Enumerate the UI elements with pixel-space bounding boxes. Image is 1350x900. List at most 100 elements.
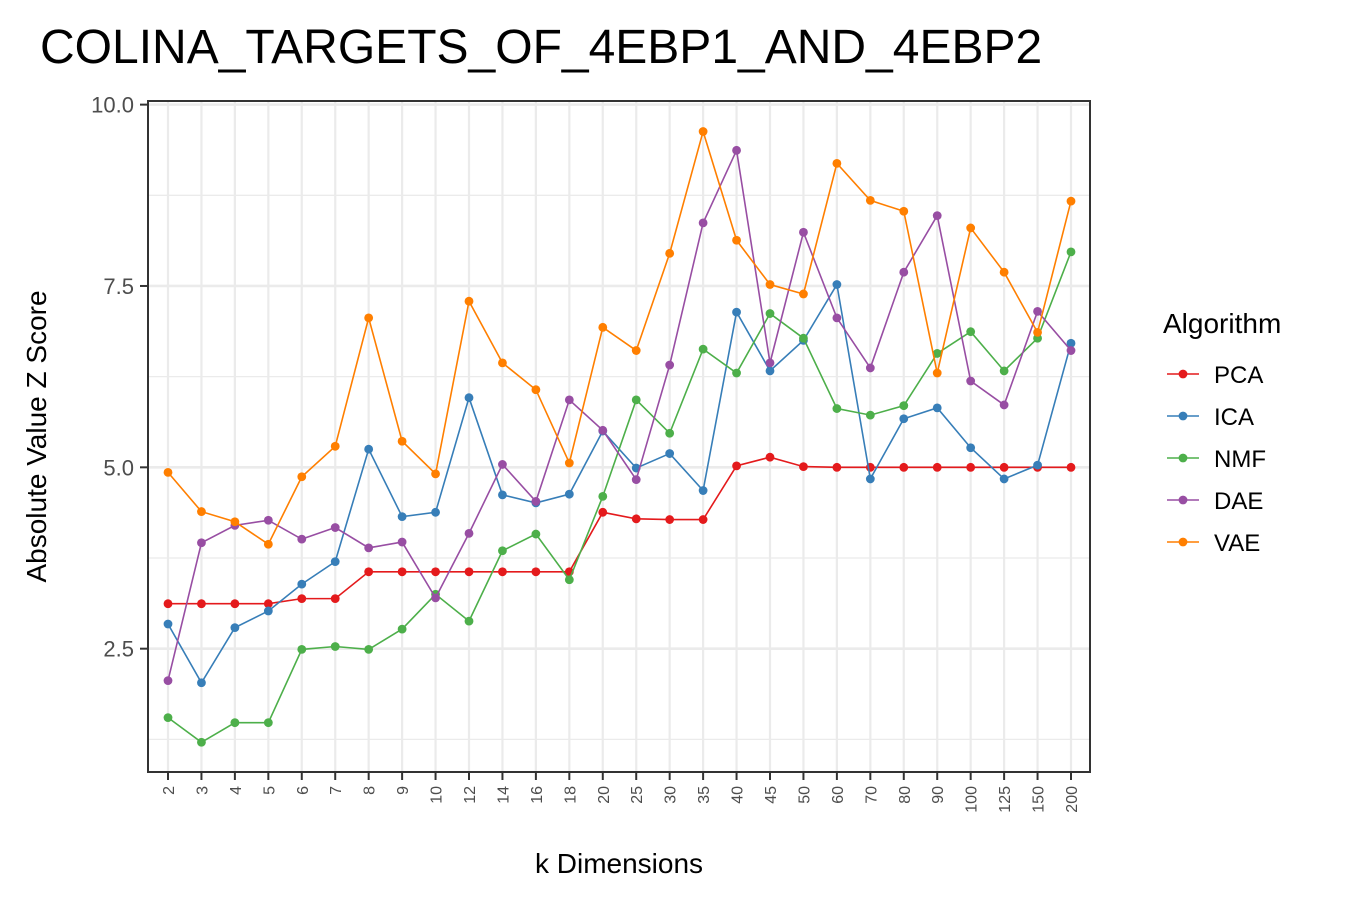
data-point: [297, 594, 307, 604]
series-nmf: [163, 247, 1076, 747]
grid: [148, 101, 1090, 772]
series-line-dae: [167, 147, 1072, 681]
x-tick-label: 45: [763, 786, 780, 804]
data-point: [832, 158, 842, 168]
chart-title: COLINA_TARGETS_OF_4EBP1_AND_4EBP2: [40, 21, 1042, 74]
x-tick-label: 7: [328, 786, 345, 795]
data-point: [799, 227, 808, 237]
x-tick-label: 50: [796, 786, 813, 804]
x-tick-label: 25: [629, 786, 646, 804]
data-point: [832, 280, 842, 289]
data-point: [865, 195, 875, 205]
data-point: [163, 468, 173, 477]
legend-key-point: [1178, 369, 1188, 379]
legend: Algorithm PCA ICA NMF DAE VAE: [1163, 308, 1281, 557]
x-tick-label: 60: [830, 786, 847, 804]
data-point: [932, 211, 942, 221]
data-point: [665, 360, 675, 370]
data-point: [698, 218, 708, 228]
legend-key-point: [1178, 537, 1188, 547]
data-point: [431, 567, 440, 577]
legend-key-point: [1178, 411, 1188, 421]
data-point: [832, 404, 842, 413]
data-point: [230, 599, 240, 609]
data-point: [732, 307, 741, 317]
data-point: [330, 523, 340, 532]
data-point: [397, 624, 407, 634]
data-point: [464, 393, 474, 403]
data-point: [932, 403, 942, 413]
data-point: [464, 528, 474, 538]
data-point: [330, 441, 340, 451]
legend-label: ICA: [1214, 404, 1254, 431]
data-point: [899, 414, 909, 424]
plot-panel-border: [147, 100, 1091, 773]
data-point: [230, 623, 240, 633]
axes: 2.55.07.510.02 3 4 5 6 7 8 9 10 12 14 16 18 20 25 30 35 4…: [91, 93, 1081, 813]
x-tick-label: 100: [964, 786, 981, 813]
data-point: [698, 127, 708, 136]
data-point: [397, 436, 407, 446]
x-tick-label: 70: [863, 786, 880, 804]
x-axis-title: k Dimensions: [535, 848, 703, 879]
x-tick-label: 8: [362, 786, 379, 795]
data-point: [631, 346, 641, 355]
data-point: [364, 645, 374, 654]
data-point: [197, 599, 206, 609]
data-point: [765, 280, 775, 289]
x-tick-label: 200: [1064, 786, 1081, 813]
series-lines: [163, 127, 1076, 747]
data-point: [364, 313, 374, 323]
data-point: [498, 460, 507, 469]
data-point: [999, 366, 1009, 376]
data-point: [498, 567, 507, 577]
data-point: [999, 400, 1009, 410]
data-point: [364, 543, 374, 553]
data-point: [263, 515, 273, 525]
data-point: [263, 599, 273, 609]
legend-item-nmf: NMF: [1167, 446, 1266, 473]
data-point: [631, 514, 641, 524]
data-point: [263, 718, 273, 728]
x-tick-label: 40: [730, 786, 747, 804]
data-point: [564, 489, 574, 499]
data-point: [531, 497, 541, 506]
data-point: [197, 507, 206, 516]
data-point: [832, 313, 842, 323]
data-point: [598, 491, 608, 501]
data-point: [966, 376, 976, 386]
data-point: [297, 645, 307, 654]
data-point: [230, 718, 240, 728]
data-point: [197, 678, 206, 688]
data-point: [966, 223, 976, 233]
data-point: [531, 529, 541, 539]
data-point: [899, 401, 909, 411]
data-point: [330, 642, 340, 651]
data-point: [564, 395, 574, 405]
y-tick-label: 7.5: [103, 274, 134, 299]
data-point: [765, 309, 775, 318]
data-point: [531, 567, 541, 577]
data-point: [598, 322, 608, 332]
data-point: [698, 344, 708, 354]
data-point: [163, 599, 173, 609]
data-point: [1066, 462, 1076, 472]
data-point: [765, 366, 775, 376]
legend-label: VAE: [1214, 530, 1260, 557]
data-point: [263, 606, 273, 616]
x-tick-label: 35: [696, 786, 713, 804]
x-tick-label: 80: [897, 786, 914, 804]
legend-label: NMF: [1214, 446, 1266, 473]
x-tick-label: 9: [395, 786, 412, 795]
series-line-ica: [167, 282, 1072, 685]
x-tick-label: 4: [228, 786, 245, 795]
series-line-vae: [167, 128, 1072, 546]
series-line-pca: [168, 456, 1071, 605]
data-point: [698, 486, 708, 495]
x-tick-label: 3: [194, 786, 211, 795]
data-point: [297, 579, 307, 589]
data-point: [832, 462, 842, 472]
x-tick-label: 90: [930, 786, 947, 804]
data-point: [899, 267, 909, 277]
